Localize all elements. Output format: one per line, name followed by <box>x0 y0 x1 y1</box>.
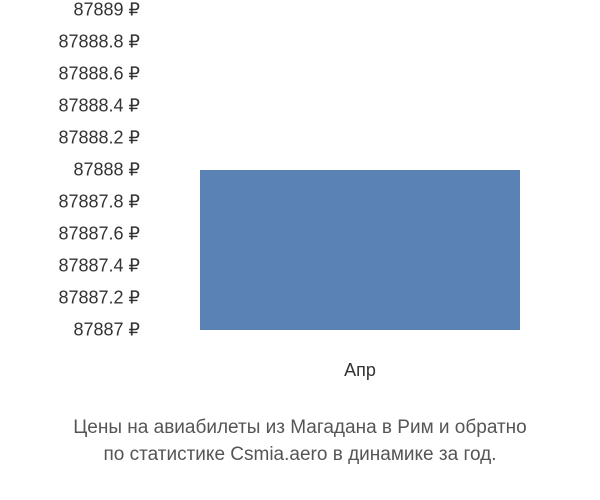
y-axis: 87889 ₽ 87888.8 ₽ 87888.6 ₽ 87888.4 ₽ 87888.… <box>0 0 150 340</box>
price-chart: 87889 ₽ 87888.8 ₽ 87888.6 ₽ 87888.4 ₽ 87888.… <box>0 0 600 400</box>
plot-area <box>155 10 565 330</box>
y-tick-label: 87888.6 ₽ <box>58 64 140 85</box>
y-tick-label: 87888 ₽ <box>73 160 140 181</box>
y-tick-label: 87887.2 ₽ <box>58 288 140 309</box>
y-tick-label: 87889 ₽ <box>73 0 140 21</box>
chart-caption: Цены на авиабилеты из Магадана в Рим и о… <box>0 415 600 468</box>
y-tick-label: 87888.4 ₽ <box>58 96 140 117</box>
y-tick-label: 87887 ₽ <box>73 320 140 341</box>
caption-line-1: Цены на авиабилеты из Магадана в Рим и о… <box>0 415 600 442</box>
y-tick-label: 87887.4 ₽ <box>58 256 140 277</box>
y-tick-label: 87888.8 ₽ <box>58 32 140 53</box>
price-bar <box>200 170 520 330</box>
y-tick-label: 87887.8 ₽ <box>58 192 140 213</box>
y-tick-label: 87887.6 ₽ <box>58 224 140 245</box>
x-tick-label: Апр <box>344 360 376 381</box>
y-tick-label: 87888.2 ₽ <box>58 128 140 149</box>
caption-line-2: по статистике Csmia.aero в динамике за г… <box>0 442 600 469</box>
